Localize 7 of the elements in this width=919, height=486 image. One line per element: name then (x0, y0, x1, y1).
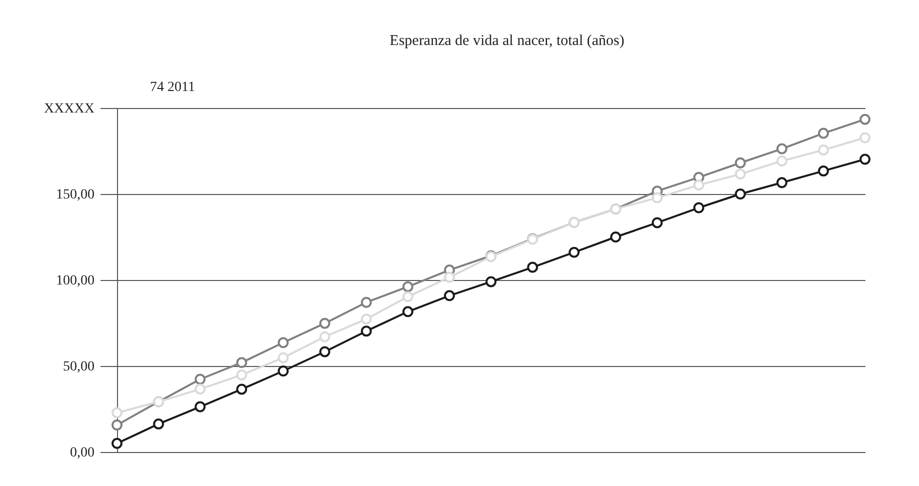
y-tick-label: XXXXX (44, 102, 94, 116)
y-tick-label: 0,00 (70, 446, 94, 460)
chart-title: Esperanza de vida al nacer, total (años) (390, 33, 624, 49)
y-tick-label: 150,00 (56, 188, 94, 202)
text: 74 2011 (150, 80, 195, 95)
y-tick-label: 100,00 (56, 274, 94, 288)
y-tick-label: 50,00 (63, 360, 94, 374)
